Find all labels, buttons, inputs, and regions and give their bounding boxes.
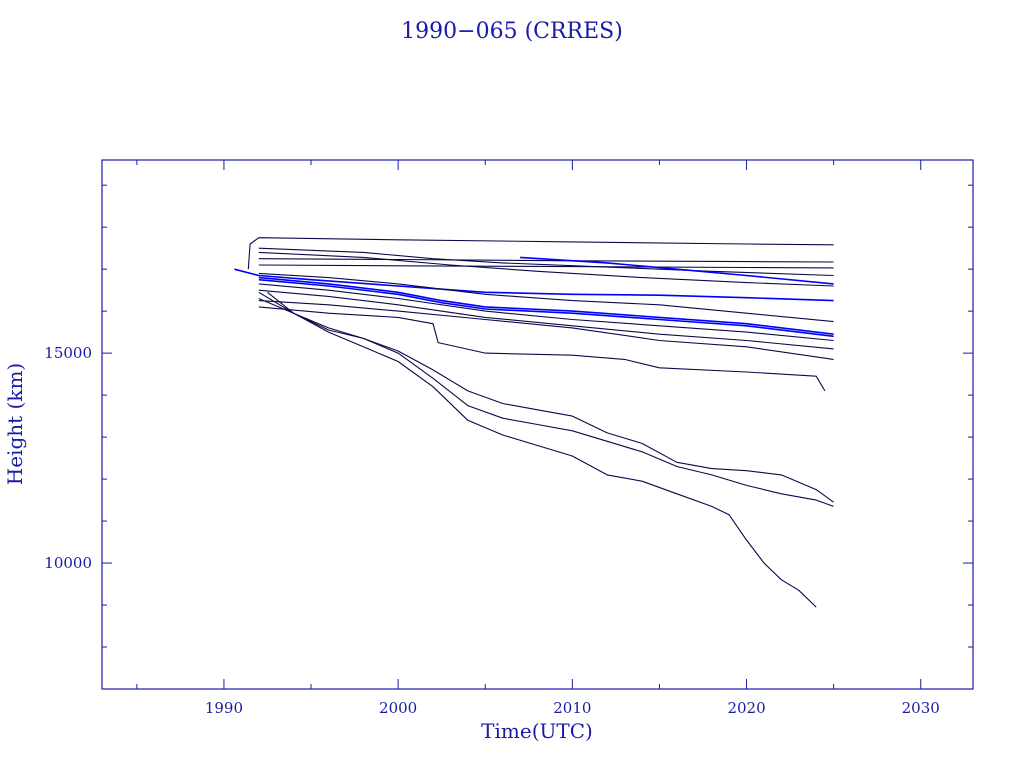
series-group xyxy=(234,237,834,608)
x-tick-label: 2020 xyxy=(727,699,765,717)
series-line-1 xyxy=(247,237,834,270)
chart-title: 1990−065 (CRRES) xyxy=(401,19,623,44)
x-tick-label: 2010 xyxy=(553,699,591,717)
x-axis-label: Time(UTC) xyxy=(481,719,593,743)
series-line-8 xyxy=(258,272,834,323)
series-line-12 xyxy=(258,289,834,350)
series-line-17 xyxy=(267,291,817,608)
series-line-14 xyxy=(258,306,826,392)
series-line-15 xyxy=(258,297,834,503)
series-line-3 xyxy=(258,264,834,269)
x-tick-label: 1990 xyxy=(205,699,243,717)
series-line-10 xyxy=(258,278,834,338)
series-line-11 xyxy=(258,283,834,342)
axis-ticks xyxy=(102,160,973,689)
x-tick-label: 2030 xyxy=(902,699,940,717)
y-tick-label: 10000 xyxy=(44,554,92,572)
series-line-5 xyxy=(520,256,834,285)
plot-frame xyxy=(101,159,974,690)
x-tick-label: 2000 xyxy=(379,699,417,717)
series-line-6 xyxy=(258,251,834,287)
series-line-9 xyxy=(258,276,834,335)
axis-tick-labels: 1990 2000 2010 2020 2030 10000 15000 xyxy=(44,344,940,717)
series-line-4 xyxy=(258,247,834,277)
y-axis-label: Height (km) xyxy=(3,363,27,485)
series-line-13 xyxy=(258,300,834,360)
y-tick-label: 15000 xyxy=(44,344,92,362)
series-line-7 xyxy=(234,268,834,302)
series-line-16 xyxy=(258,291,834,507)
